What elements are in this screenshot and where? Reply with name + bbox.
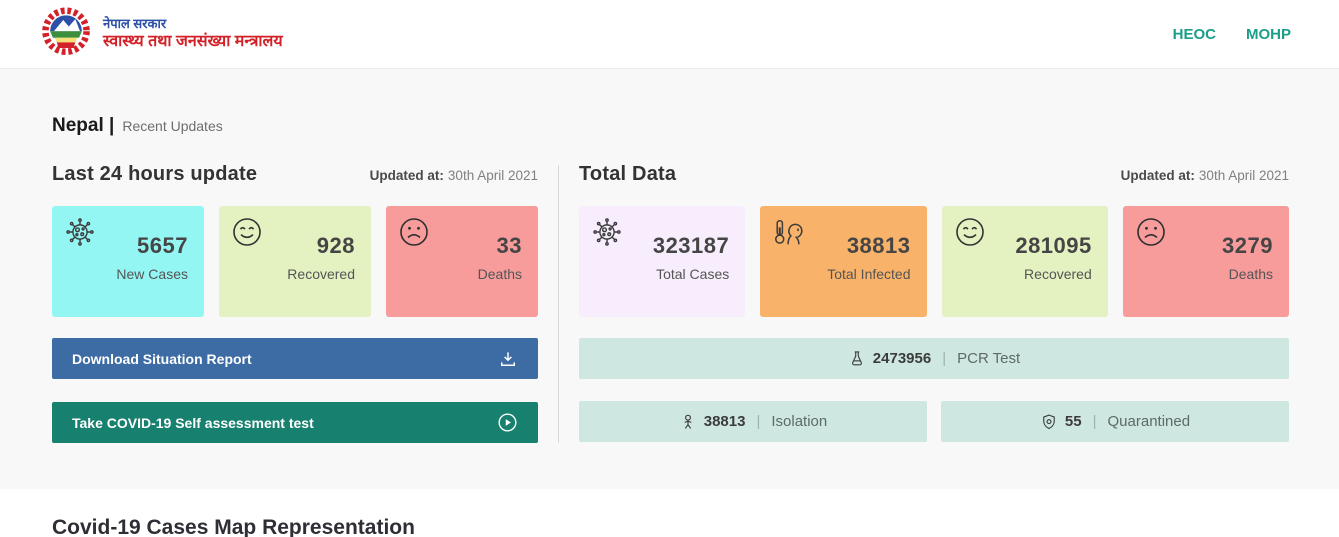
isolation-label: Isolation [771, 413, 828, 430]
breadcrumb-section: Recent Updates [122, 118, 223, 134]
download-situation-report-button[interactable]: Download Situation Report [52, 338, 538, 379]
total-section-head: Total Data Updated at: 30th April 2021 [579, 163, 1289, 186]
quarantined-label: Quarantined [1107, 413, 1191, 430]
last-24-hours-panel: Last 24 hours update Updated at: 30th Apr… [52, 163, 538, 443]
deaths-24h-card: 33 Deaths [386, 206, 538, 317]
total-data-panel: Total Data Updated at: 30th April 2021 [579, 163, 1289, 443]
pcr-test-value: 2473956 [872, 350, 932, 367]
vertical-divider [558, 165, 559, 443]
dashboard-columns: Last 24 hours update Updated at: 30th Apr… [52, 163, 1289, 443]
top-bar: नेपाल सरकार स्वास्थ्य तथा जनसंख्या मन्त्… [0, 0, 1339, 69]
assessment-button-label: Take COVID-19 Self assessment test [72, 414, 314, 431]
total-deaths-stats: 3279 Deaths [1222, 233, 1273, 282]
breadcrumb-country: Nepal | [52, 115, 115, 136]
flask-icon [848, 350, 866, 368]
new-cases-value: 5657 [137, 233, 188, 258]
total-deaths-label: Deaths [1228, 266, 1273, 282]
total-deaths-card: 3279 Deaths [1122, 206, 1289, 317]
new-cases-label: New Cases [116, 266, 188, 282]
breadcrumb: Nepal | Recent Updates [52, 115, 1289, 137]
isolation-separator: | [756, 413, 761, 430]
heoc-link[interactable]: HEOC [1172, 25, 1216, 43]
isolation-value: 38813 [703, 413, 746, 430]
quarantined-bar: 55 | Quarantined [941, 401, 1289, 442]
government-title: नेपाल सरकार [103, 15, 167, 31]
deaths-24h-label: Deaths [477, 266, 522, 282]
total-updated-at: Updated at: 30th April 2021 [1121, 168, 1289, 183]
download-icon [498, 349, 518, 369]
shield-icon [1040, 413, 1058, 431]
last24-updated-label: Updated at: [369, 168, 444, 183]
total-title: Total Data [579, 163, 677, 185]
last24-updated-value: 30th April 2021 [447, 168, 538, 183]
last24-section-head: Last 24 hours update Updated at: 30th Apr… [52, 163, 538, 186]
total-recovered-card: 281095 Recovered [941, 206, 1108, 317]
covid-map-section: Covid-19 Cases Map Representation [0, 489, 1339, 537]
total-cases-card: 323187 Total Cases [579, 206, 746, 317]
main-content: Nepal | Recent Updates Last 24 hours upd… [0, 69, 1339, 443]
total-infected-label: Total Infected [827, 266, 911, 282]
happy-face-icon [231, 216, 263, 248]
pcr-separator: | [942, 350, 947, 367]
pcr-test-bar: 2473956 | PCR Test [579, 338, 1289, 379]
sad-face-icon [1135, 216, 1167, 248]
recovered-24h-value: 928 [316, 233, 355, 258]
last24-title: Last 24 hours update [52, 163, 258, 185]
total-updated-label: Updated at: [1120, 168, 1195, 183]
total-infected-value: 38813 [846, 233, 911, 258]
fever-icon [772, 216, 806, 250]
quarantined-separator: | [1092, 413, 1097, 430]
ministry-title: स्वास्थ्य तथा जनसंख्या मन्त्रालय [103, 33, 283, 51]
isolation-bar: 38813 | Isolation [579, 401, 927, 442]
recovered-24h-label: Recovered [287, 266, 355, 282]
person-icon [679, 413, 697, 431]
virus-icon [64, 216, 96, 248]
new-cases-card: 5657 New Cases [52, 206, 204, 317]
sad-face-icon [398, 216, 430, 248]
map-section-title: Covid-19 Cases Map Representation [52, 516, 415, 537]
total-recovered-value: 281095 [1015, 233, 1092, 258]
recovered-24h-card: 928 Recovered [219, 206, 371, 317]
total-cases-stats: 323187 Total Cases [653, 233, 729, 282]
total-infected-card: 38813 Total Infected [760, 206, 927, 317]
total-deaths-value: 3279 [1222, 233, 1273, 258]
top-nav-links: HEOC MOHP [1173, 26, 1291, 43]
isolation-quarantine-row: 38813 | Isolation 55 | Quar [579, 401, 1289, 442]
pcr-test-label: PCR Test [957, 350, 1021, 367]
deaths-24h-stats: 33 Deaths [478, 233, 522, 282]
quarantined-value: 55 [1064, 413, 1082, 430]
total-infected-stats: 38813 Total Infected [827, 233, 910, 282]
happy-face-icon [954, 216, 986, 248]
new-cases-stats: 5657 New Cases [116, 233, 188, 282]
total-recovered-label: Recovered [1024, 266, 1092, 282]
mohp-link[interactable]: MOHP [1246, 25, 1291, 43]
recovered-24h-stats: 928 Recovered [287, 233, 355, 282]
total-cases-value: 323187 [652, 233, 730, 258]
download-button-label: Download Situation Report [72, 350, 252, 367]
self-assessment-test-button[interactable]: Take COVID-19 Self assessment test [52, 402, 538, 443]
play-circle-icon [497, 412, 518, 433]
total-updated-value: 30th April 2021 [1198, 168, 1289, 183]
nepal-government-emblem-logo [38, 6, 94, 62]
last24-updated-at: Updated at: 30th April 2021 [370, 168, 538, 183]
deaths-24h-value: 33 [496, 233, 522, 258]
total-cases-label: Total Cases [656, 266, 730, 282]
total-recovered-stats: 281095 Recovered [1015, 233, 1091, 282]
virus-icon [591, 216, 623, 248]
last24-cards: 5657 New Cases 9 [52, 206, 538, 317]
total-cards: 323187 Total Cases [579, 206, 1289, 317]
ministry-title-block: नेपाल सरकार स्वास्थ्य तथा जनसंख्या मन्त्… [103, 16, 283, 52]
